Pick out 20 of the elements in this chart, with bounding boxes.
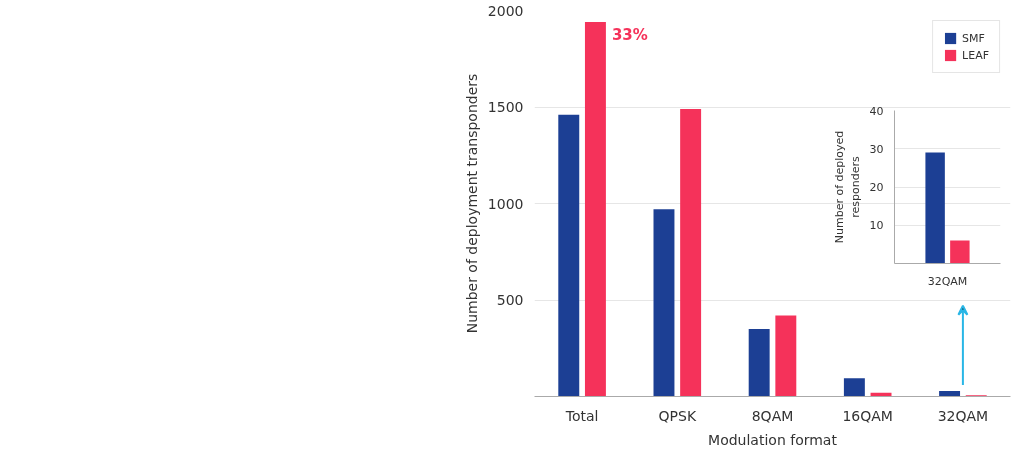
y-tick-label: 2000 (487, 2, 524, 19)
x-tick-label: Total (564, 407, 599, 424)
x-tick-label: 32QAM (937, 407, 989, 424)
x-axis-title: Modulation format (708, 431, 838, 448)
y-axis-title: Number of deployed responders (832, 130, 862, 244)
y-tick-label: 1500 (487, 99, 524, 115)
y-tick-label: 1000 (487, 195, 524, 212)
x-tick-label: 16QAM (842, 407, 893, 424)
y-tick-label: 20 (869, 181, 884, 194)
y-axis-title: Number of deployment transponders (463, 73, 480, 334)
legend-label: SMF (962, 31, 985, 45)
y-tick-label: 500 (496, 292, 524, 308)
x-tick-label: 32QAM (927, 274, 968, 288)
y-tick-label: 30 (869, 142, 884, 156)
x-tick-label: 8QAM (751, 407, 794, 424)
y-tick-label: 10 (869, 219, 884, 233)
x-tick-label: QPSK (658, 407, 697, 424)
annotation: 33% (611, 26, 648, 45)
y-tick-label: 40 (869, 104, 884, 118)
legend-label: LEAF (962, 48, 989, 62)
